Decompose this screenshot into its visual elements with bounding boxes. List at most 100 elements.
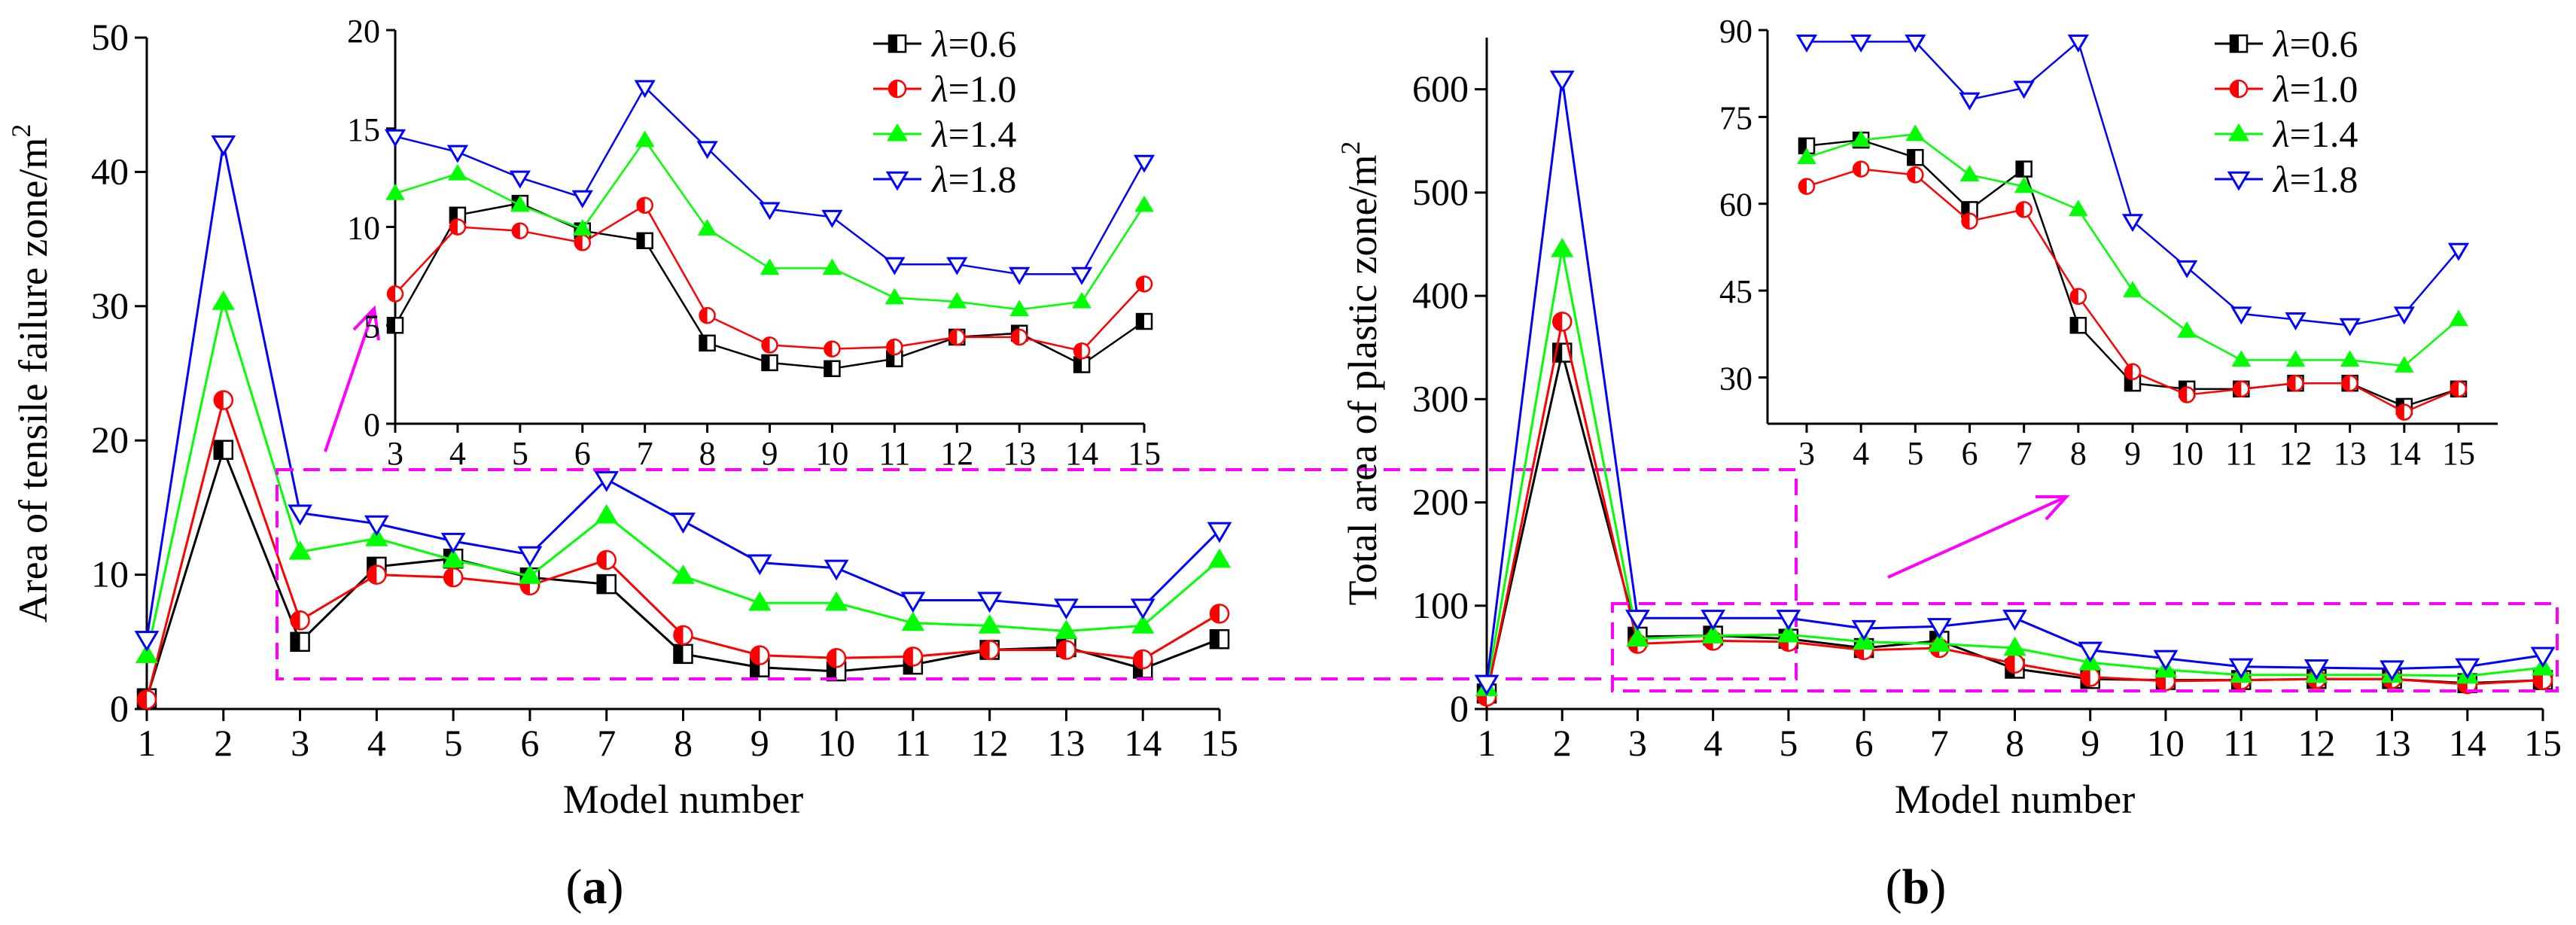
x-tick-label: 4 <box>449 435 466 472</box>
panel-a-zoom-arrow <box>324 308 376 452</box>
data-point-l06 <box>596 574 617 595</box>
data-point-l18 <box>2339 318 2361 336</box>
data-point-l14 <box>510 195 530 212</box>
data-point-l14 <box>2123 281 2142 297</box>
data-point-l18 <box>2121 214 2144 233</box>
x-tick-label: 7 <box>1930 722 1949 764</box>
data-point-l10 <box>1010 328 1028 346</box>
x-tick-label: 3 <box>387 435 403 472</box>
data-point-l10 <box>1907 166 1924 184</box>
x-tick-label: 10 <box>815 435 848 472</box>
series-line-l14 <box>394 138 1146 311</box>
data-point-l06 <box>290 631 310 653</box>
legend-label-l06: λ=0.6 <box>930 23 1016 65</box>
data-point-l14 <box>824 591 848 611</box>
series-line-l18 <box>1485 78 2544 683</box>
x-tick-label: 9 <box>2124 435 2141 472</box>
x-tick-label: 4 <box>367 722 386 764</box>
data-point-l10 <box>290 610 310 631</box>
data-point-l10 <box>386 285 404 303</box>
y-tick-label: 0 <box>1450 687 1469 729</box>
data-point-l18 <box>2176 260 2198 278</box>
x-tick-label: 14 <box>1065 435 1098 472</box>
x-tick-label: 5 <box>444 722 463 764</box>
data-point-l18 <box>1850 34 1872 53</box>
y-axis-label: Total area of plastic zone/m2 <box>1335 141 1385 606</box>
x-tick-label: 10 <box>2170 435 2203 472</box>
data-point-l10 <box>699 306 716 324</box>
data-point-l10 <box>1056 640 1076 660</box>
data-point-l18 <box>1133 154 1156 173</box>
y-tick-label: 500 <box>1412 171 1469 213</box>
x-tick-label: 11 <box>895 722 931 764</box>
data-point-l06 <box>213 440 234 460</box>
y-tick-label: 30 <box>91 284 129 327</box>
data-point-l18 <box>2380 660 2404 682</box>
data-point-l18 <box>364 515 389 537</box>
y-tick-label: 10 <box>91 553 129 595</box>
data-point-l18 <box>1474 674 1500 696</box>
x-tick-label: 11 <box>2223 722 2259 764</box>
y-tick-label: 400 <box>1412 274 1469 316</box>
data-point-l18 <box>824 559 849 581</box>
x-tick-label: 1 <box>1478 722 1497 764</box>
data-point-l14 <box>572 219 592 236</box>
data-point-l18 <box>2078 641 2103 663</box>
panel-b-zoom-arrowhead <box>2036 495 2070 521</box>
data-point-l10 <box>511 222 529 239</box>
data-point-l14 <box>748 591 772 611</box>
data-point-l10 <box>761 336 778 354</box>
x-tick-label: 5 <box>1779 722 1798 764</box>
data-point-l10 <box>1551 312 1573 332</box>
x-tick-label: 12 <box>971 722 1009 764</box>
x-tick-label: 14 <box>2449 722 2486 764</box>
data-point-l18 <box>211 135 236 157</box>
x-tick-label: 3 <box>1628 722 1647 764</box>
legend-label-l10: λ=1.0 <box>930 68 1016 110</box>
data-point-l18 <box>900 592 926 613</box>
data-point-l10 <box>136 689 157 710</box>
data-point-l14 <box>595 504 618 524</box>
panel-b-zoom-arrow <box>1887 495 2067 579</box>
data-point-l14 <box>448 163 467 181</box>
data-point-l10 <box>824 340 841 358</box>
data-point-l14 <box>1055 619 1078 639</box>
data-point-l14 <box>1701 624 1725 644</box>
x-tick-label: 2 <box>1553 722 1572 764</box>
x-tick-label: 7 <box>597 722 616 764</box>
data-point-l18 <box>134 631 160 652</box>
data-point-l18 <box>517 546 543 567</box>
y-tick-label: 75 <box>1719 99 1752 136</box>
data-point-l14 <box>901 611 924 631</box>
y-axis-label: Area of tensile failure zone/m2 <box>6 124 56 623</box>
data-point-l14 <box>1777 622 1800 643</box>
x-tick-label: 11 <box>878 435 910 472</box>
y-tick-label: 40 <box>91 150 129 192</box>
data-point-l18 <box>509 170 531 189</box>
data-point-l18 <box>884 257 906 275</box>
data-point-l06 <box>1907 148 1924 166</box>
y-tick-label: 0 <box>110 687 129 729</box>
x-tick-label: 12 <box>2279 435 2313 472</box>
legend-label-l14: λ=1.4 <box>930 113 1016 155</box>
data-point-l18 <box>2013 81 2035 99</box>
data-point-l14 <box>760 258 780 275</box>
data-point-l14 <box>822 258 842 275</box>
x-tick-label: 10 <box>818 722 855 764</box>
series-line-l10 <box>394 203 1145 352</box>
legend-label-l06: λ=0.6 <box>2272 23 2358 65</box>
data-point-l14 <box>1797 148 1816 164</box>
panel-b-main-chart: 1 2 3 4 5 6 7 8 9 10 11 12 13 14 150100200300400500600… <box>1335 38 2562 822</box>
x-axis-label: Model number <box>563 777 803 822</box>
data-point-l18 <box>1009 266 1031 285</box>
data-point-l18 <box>2303 659 2329 680</box>
data-point-l10 <box>2341 374 2358 392</box>
data-point-l18 <box>671 513 696 534</box>
x-tick-label: 5 <box>1907 435 1923 472</box>
x-tick-label: 9 <box>751 722 769 764</box>
x-tick-label: 13 <box>2374 722 2411 764</box>
x-tick-label: 1 <box>138 722 157 764</box>
data-point-l10 <box>2015 201 2032 218</box>
